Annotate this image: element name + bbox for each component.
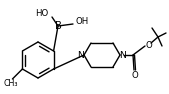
Text: CH₃: CH₃: [3, 80, 18, 88]
Text: N: N: [119, 50, 126, 60]
Text: O: O: [146, 41, 152, 50]
Text: O: O: [132, 70, 138, 80]
Text: B: B: [55, 21, 62, 31]
Text: HO: HO: [35, 9, 49, 19]
Text: N: N: [78, 50, 84, 60]
Text: OH: OH: [75, 17, 89, 27]
